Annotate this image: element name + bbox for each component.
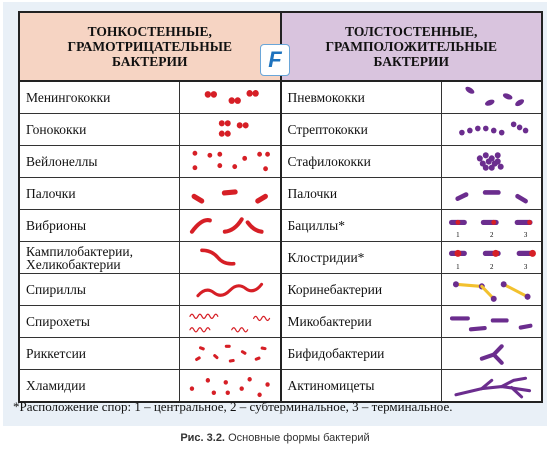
bacteria-name: Палочки: [20, 178, 180, 209]
bacteria-illustration: [180, 242, 280, 273]
caption-label: Рис. 3.2.: [180, 432, 225, 444]
table-row: Кампилобактерии, Хеликобактерии: [20, 242, 280, 274]
header-gram-negative: ТОНКОСТЕННЫЕ, ГРАМОТРИЦАТЕЛЬНЫЕ БАКТЕРИИ: [20, 13, 282, 80]
svg-text:3: 3: [523, 263, 527, 271]
bacteria-illustration: [442, 370, 542, 401]
table-body: Менингококки Гонококки Вейлонеллы Палочки Ви…: [20, 82, 541, 401]
bacteria-table: ТОНКОСТЕННЫЕ, ГРАМОТРИЦАТЕЛЬНЫЕ БАКТЕРИИ…: [18, 11, 543, 403]
bacteria-name: Палочки: [282, 178, 442, 209]
header-left-line-2: ГРАМОТРИЦАТЕЛЬНЫЕ: [67, 39, 233, 54]
bacteria-name: Стафилококки: [282, 146, 442, 177]
bacteria-name: Кампилобактерии, Хеликобактерии: [20, 242, 180, 273]
bacteria-name: Бациллы*: [282, 210, 442, 241]
logo-f-icon: F: [260, 44, 290, 76]
bacteria-illustration: [180, 306, 280, 337]
bacteria-illustration: [180, 370, 280, 401]
gram-negative-column: Менингококки Гонококки Вейлонеллы Палочки Ви…: [20, 82, 282, 401]
table-row: Менингококки: [20, 82, 280, 114]
svg-text:2: 2: [490, 231, 494, 239]
bacteria-illustration: [180, 114, 280, 145]
caption-text: Основные формы бактерий: [228, 432, 370, 444]
table-row: Бифидобактерии: [281, 338, 542, 370]
table-row: Актиномицеты: [282, 370, 542, 401]
svg-text:3: 3: [523, 231, 527, 239]
table-row: Риккетсии: [20, 338, 280, 370]
header-right-line-3: БАКТЕРИИ: [373, 54, 450, 69]
bacteria-illustration: [180, 82, 280, 113]
bacteria-name: Пневмококки: [282, 82, 442, 113]
table-row: Вибрионы: [20, 210, 280, 242]
svg-text:2: 2: [490, 263, 494, 271]
svg-text:1: 1: [456, 263, 460, 271]
svg-text:1: 1: [456, 231, 460, 239]
table-header: ТОНКОСТЕННЫЕ, ГРАМОТРИЦАТЕЛЬНЫЕ БАКТЕРИИ…: [20, 13, 541, 82]
gram-positive-column: Пневмококки Стрептококки Стафилококки Палоч…: [281, 82, 542, 401]
header-left-line-3: БАКТЕРИИ: [111, 54, 188, 69]
bacteria-name: Клостридии*: [282, 242, 442, 273]
table-row: Хламидии: [20, 370, 280, 401]
bacteria-illustration: [442, 82, 542, 113]
table-row: Пневмококки: [281, 82, 542, 114]
spore-footnote: *Расположение спор: 1 – центральное, 2 –…: [13, 399, 453, 414]
table-row: Микобактерии: [281, 306, 542, 338]
bacteria-illustration: [180, 178, 280, 209]
bacteria-name: Гонококки: [20, 114, 180, 145]
bacteria-name: Риккетсии: [20, 338, 180, 369]
bacteria-name: Спирохеты: [20, 306, 180, 337]
bacteria-name: Стрептококки: [282, 114, 442, 145]
table-row: Гонококки: [20, 114, 280, 146]
bacteria-illustration: [442, 274, 542, 305]
bacteria-illustration: [180, 146, 280, 177]
bacteria-name: Хламидии: [20, 370, 180, 401]
header-left-line-1: ТОНКОСТЕННЫЕ,: [87, 24, 212, 39]
table-row: Палочки: [281, 178, 542, 210]
table-row: Стрептококки: [281, 114, 542, 146]
bacteria-illustration: [442, 338, 542, 369]
bacteria-illustration: 1 2 3: [442, 210, 542, 241]
table-row: Стафилококки: [281, 146, 542, 178]
table-row: Спирохеты: [20, 306, 280, 338]
bacteria-name: Менингококки: [20, 82, 180, 113]
bacteria-illustration: 1 2 3: [442, 242, 542, 273]
bacteria-name: Вибрионы: [20, 210, 180, 241]
bacteria-illustration: [442, 306, 542, 337]
table-row: Вейлонеллы: [20, 146, 280, 178]
table-row: Палочки: [20, 178, 280, 210]
figure-caption: Рис. 3.2. Основные формы бактерий: [0, 432, 550, 444]
header-right-line-2: ГРАМПОЛОЖИТЕЛЬНЫЕ: [325, 39, 498, 54]
bacteria-name: Микобактерии: [282, 306, 442, 337]
table-row: Клостридии* 1 2 3: [281, 242, 542, 274]
bacteria-name: Бифидобактерии: [282, 338, 442, 369]
bacteria-name: Спириллы: [20, 274, 180, 305]
table-row: Коринебактерии: [281, 274, 542, 306]
bacteria-illustration: [180, 338, 280, 369]
table-row: Бациллы* 1 2 3: [281, 210, 542, 242]
bacteria-name: Коринебактерии: [282, 274, 442, 305]
bacteria-name: Актиномицеты: [282, 370, 442, 401]
bacteria-illustration: [442, 178, 542, 209]
bacteria-name: Вейлонеллы: [20, 146, 180, 177]
bacteria-illustration: [442, 146, 542, 177]
bacteria-illustration: [180, 210, 280, 241]
header-right-line-1: ТОЛСТОСТЕННЫЕ,: [345, 24, 478, 39]
bacteria-illustration: [180, 274, 280, 305]
table-row: Спириллы: [20, 274, 280, 306]
header-gram-positive: ТОЛСТОСТЕННЫЕ, ГРАМПОЛОЖИТЕЛЬНЫЕ БАКТЕРИ…: [281, 13, 541, 80]
bacteria-illustration: [442, 114, 542, 145]
